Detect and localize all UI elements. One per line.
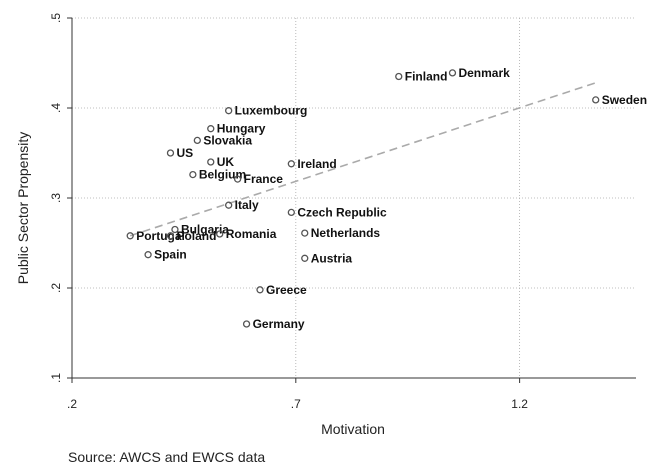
point-label: Greece <box>266 283 307 297</box>
point-label: Germany <box>253 317 305 331</box>
data-point <box>171 225 179 234</box>
data-point <box>287 208 295 217</box>
point-label: Hungary <box>217 122 266 136</box>
data-point <box>448 69 457 77</box>
point-label: Netherlands <box>311 226 381 240</box>
y-tick-label: .2 <box>49 283 63 293</box>
data-point <box>144 251 152 259</box>
source-note: Source: AWCS and EWCS data <box>68 449 265 465</box>
data-point <box>189 170 197 179</box>
point-label: Sweden <box>602 93 647 107</box>
point-label: Poland <box>176 229 216 243</box>
y-tick-label: .5 <box>49 13 63 23</box>
data-point <box>126 232 134 240</box>
point-label: Belgium <box>199 168 246 182</box>
data-point <box>207 125 215 133</box>
data-point <box>233 175 242 183</box>
point-label: Denmark <box>458 66 510 80</box>
data-point <box>301 229 309 237</box>
data-point <box>242 320 251 328</box>
data-point <box>301 254 309 262</box>
data-point <box>287 160 295 168</box>
point-label: Austria <box>311 251 353 265</box>
x-axis-title: Motivation <box>321 421 385 437</box>
point-label: France <box>244 172 284 186</box>
x-tick-label: .2 <box>67 397 77 411</box>
x-tick-label: 1.2 <box>511 397 528 411</box>
data-point <box>216 230 224 238</box>
point-label: US <box>176 146 193 160</box>
point-label: Spain <box>154 248 187 262</box>
y-tick-label: .4 <box>49 103 63 113</box>
grid-lines <box>72 17 636 378</box>
fit-line <box>129 82 596 237</box>
data-point <box>225 107 233 115</box>
point-label: Romania <box>226 227 277 241</box>
point-label: Portugal <box>136 229 185 243</box>
axes: .1 .2 .3 .4 .5 .2 .7 1.2 <box>49 13 636 411</box>
data-point <box>225 201 233 209</box>
y-tick-label: .1 <box>49 373 63 383</box>
data-point <box>395 72 403 81</box>
data-point <box>256 286 264 294</box>
point-label: Czech Republic <box>297 205 387 219</box>
point-label: Italy <box>235 198 259 212</box>
point-label: Slovakia <box>203 133 252 147</box>
data-point <box>166 232 175 240</box>
point-label: UK <box>217 155 235 169</box>
point-label: Finland <box>405 70 448 84</box>
data-points: Finland Denmark Sweden Luxembourg HungarySlo… <box>126 66 647 331</box>
y-axis-title: Public Sector Propensity <box>15 132 31 285</box>
data-point <box>193 136 201 145</box>
data-point <box>207 158 215 166</box>
x-tick-label: .7 <box>291 397 301 411</box>
data-point <box>166 149 175 157</box>
point-label: Ireland <box>297 157 336 171</box>
data-point <box>592 96 600 104</box>
point-label: Luxembourg <box>235 104 308 118</box>
fit-line-group <box>129 82 596 237</box>
y-tick-label: .3 <box>49 193 63 203</box>
